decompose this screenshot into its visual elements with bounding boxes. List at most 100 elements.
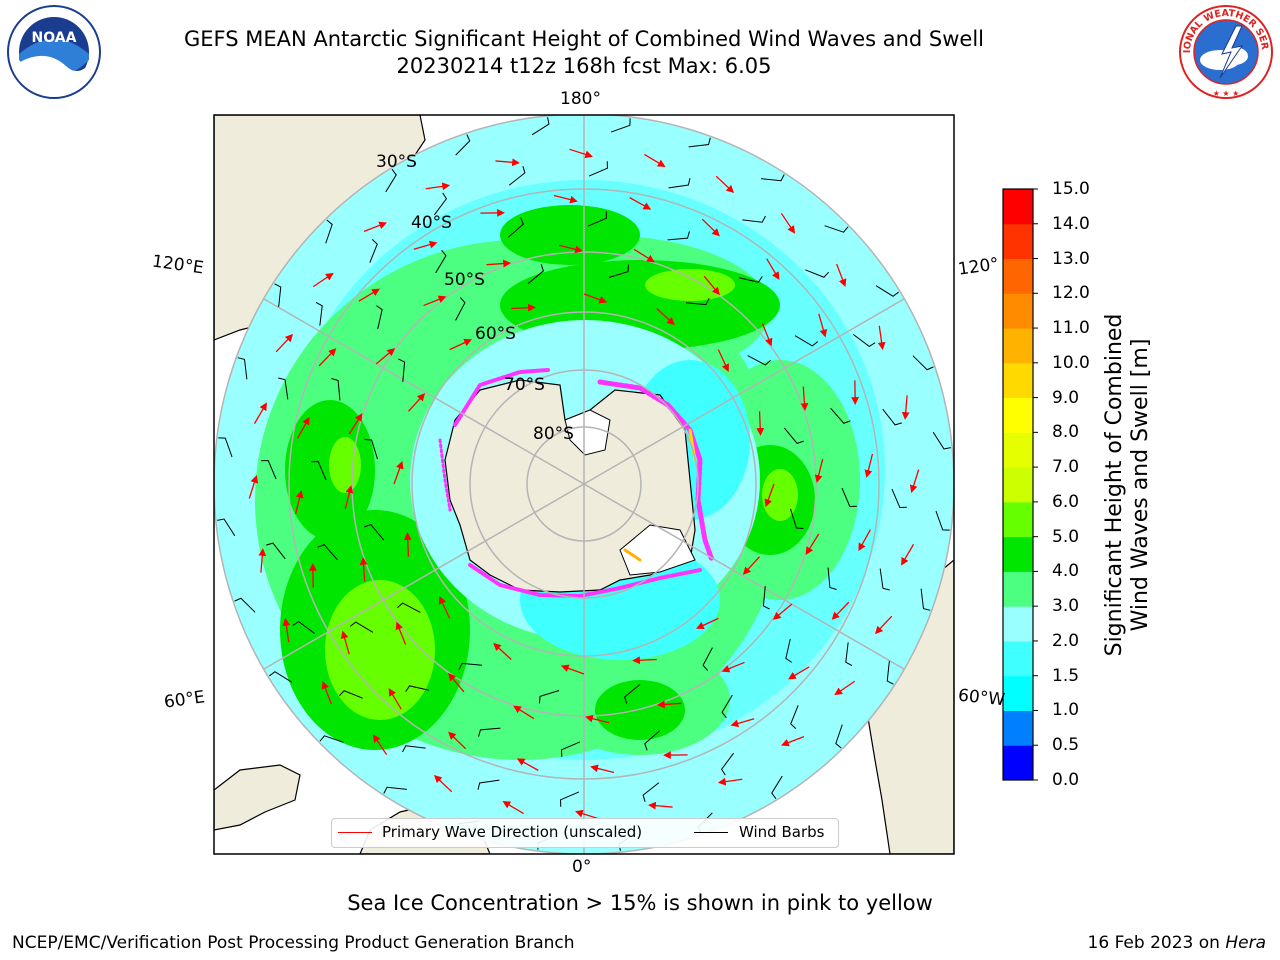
wave-direction-arrow [513,705,535,720]
wave-direction-arrow [656,307,675,326]
colorbar-tick-label: 2.0 [1052,630,1080,651]
wave-direction-arrow [403,532,412,557]
colorbar-label-line2: Wind Waves and Swell [m] [1128,338,1153,632]
wind-barb [397,602,421,613]
wind-barb [538,690,560,704]
sea-ice-footnote: Sea Ice Concentration > 15% is shown in … [347,891,933,915]
wind-barb [561,741,581,757]
wave-direction-arrow [449,339,472,351]
colorbar-segment [1003,223,1033,260]
wave-direction-arrow [321,681,332,705]
wind-barb [433,192,448,216]
wind-barb [761,174,785,182]
wind-barb [688,137,711,148]
wind-barb [338,690,363,699]
colorbar-frame [1002,188,1034,781]
wind-barb [886,661,894,685]
wind-barb [507,217,524,238]
wind-barb [274,283,282,307]
wave-direction-arrow [742,556,761,575]
wave-direction-arrow [877,325,886,351]
wind-barb [458,662,483,670]
wave-direction-arrow [633,248,655,263]
colorbar-segment [1003,293,1033,329]
wave-direction-arrow [648,801,673,810]
wind-barb [790,705,799,730]
wind-barb [932,431,951,450]
legend-barb-swatch [694,832,728,833]
wind-barb [364,438,378,460]
ross-ice-shelf [564,409,611,456]
wave-direction-arrow [560,664,585,675]
lat-label-80s: 80°S [533,424,574,444]
wind-barb [292,620,316,635]
wave-direction-arrow [583,293,608,304]
wind-barb [771,775,783,799]
wave-direction-arrow [717,777,743,786]
wave-direction-arrow [761,323,773,347]
wave-direction-arrow [407,393,426,412]
wave-direction-arrow [756,411,765,436]
wind-barb [560,791,580,807]
wave-direction-arrow [344,485,354,510]
colorbar [1002,188,1038,781]
colorbar-segment [1003,606,1033,642]
wave-direction-arrow [629,197,652,210]
wave-direction-arrow [703,275,720,296]
forecast-subtitle: 20230214 t12z 168h fcst Max: 6.05 [396,54,772,78]
wind-barb [369,238,378,263]
wave-direction-arrow [388,688,402,710]
wave-direction-arrow [874,615,893,635]
wave-direction-arrow [864,453,874,478]
wave-direction-arrow [493,642,512,661]
wind-barb [912,355,934,371]
wave-direction-arrow [448,672,465,693]
wind-barb [747,355,771,366]
nws-logo: NATIONAL WEATHER SERVICE ★ ★ ★ [1176,4,1273,99]
wave-direction-arrow [800,386,809,412]
wave-direction-arrow [632,656,657,665]
wind-barb [879,568,890,591]
wave-direction-arrow [348,413,363,435]
colorbar-segment [1003,328,1033,364]
wind-barb [852,333,876,348]
wave-direction-arrow [558,244,583,254]
lon-label-180: 180° [560,89,601,109]
wave-direction-arrow [717,349,729,372]
wave-direction-arrow [359,556,368,582]
lat-label-40s: 40°S [411,213,452,233]
wave-direction-arrow [901,544,915,566]
wave-direction-arrow [318,348,337,367]
wave-direction-arrow [701,218,720,237]
legend-wave-swatch [338,832,372,833]
wave-direction-arrow [495,158,520,167]
wind-barb [402,745,426,753]
colorbar-tick-label: 12.0 [1052,283,1090,304]
vector-layer [217,117,951,851]
wave-direction-arrow [375,348,396,365]
map-legend: Primary Wave Direction (unscaled) Wind B… [331,818,839,848]
wind-barb [644,730,661,751]
colorbar-tick-label: 1.0 [1052,700,1080,721]
wind-barb [835,724,843,749]
wind-barb [841,487,857,507]
colorbar-tick-label: 8.0 [1052,422,1080,443]
map-axes-frame [213,114,955,855]
wind-barb [317,544,338,561]
wave-direction-arrow [764,483,775,508]
wind-barb [315,302,323,326]
lat-label-60s: 60°S [475,324,516,344]
colorbar-segment [1003,397,1033,433]
wave-direction-arrow [297,416,310,439]
wind-barb [385,169,397,193]
wind-barb [508,166,526,186]
wave-direction-arrow [439,596,451,619]
colorbar-tick-label: 1.5 [1052,665,1080,686]
wind-barb [478,727,501,737]
wind-barb [891,488,907,508]
wave-direction-arrow [715,175,735,194]
wind-barb [349,621,374,633]
wave-direction-arrow [814,458,824,483]
africa-land [214,764,301,831]
lat-label-50s: 50°S [444,270,485,290]
